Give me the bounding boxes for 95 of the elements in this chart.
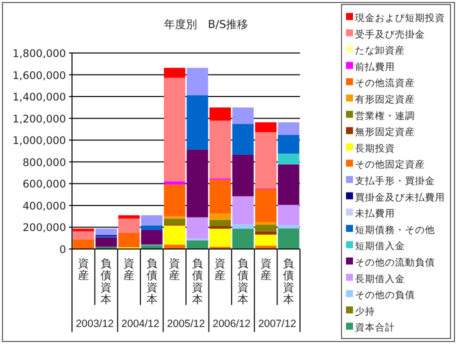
bar — [232, 107, 254, 124]
bar — [278, 122, 300, 135]
x-tick-label: 負債資本 — [192, 257, 203, 306]
bar — [72, 239, 94, 249]
y-tick-label: 1,600,000 — [12, 70, 66, 82]
bar — [278, 204, 300, 226]
bar — [232, 124, 254, 155]
bar — [141, 215, 163, 226]
x-tick-label: 負債資本 — [238, 257, 248, 306]
bar — [164, 78, 186, 182]
bar — [164, 218, 186, 225]
bar — [278, 164, 300, 205]
bar — [232, 224, 254, 229]
y-tick-label: 1,000,000 — [12, 135, 66, 148]
x-tick-label: 負債資本 — [100, 257, 112, 306]
legend-label: 長期借入金 — [355, 272, 405, 285]
bar — [164, 68, 186, 78]
bar — [118, 218, 140, 233]
y-tick-label: 600,000 — [22, 178, 66, 191]
bar — [232, 228, 254, 249]
text: 2005/12 — [167, 318, 206, 330]
bar — [141, 245, 163, 249]
bar — [209, 180, 231, 214]
legend-label: 長期投資 — [355, 142, 395, 154]
x-tick-label: 資産 — [260, 257, 272, 282]
bar — [278, 228, 300, 249]
legend-label: その他流資産 — [355, 77, 415, 90]
legend-label: 無形固定資産 — [355, 126, 415, 138]
legend-label: 前払費用 — [355, 60, 395, 73]
x-tick-label: 資産 — [169, 257, 180, 282]
legend-label: 短期借入金 — [355, 240, 405, 252]
bar — [118, 232, 140, 248]
x-tick-label: 資産 — [124, 257, 134, 282]
legend-label: 有形固定資産 — [355, 94, 415, 106]
legend-label: 受手及び売掛金 — [355, 28, 425, 40]
bar — [186, 68, 208, 96]
bar — [164, 226, 186, 245]
bar — [232, 154, 254, 196]
legend-label: 支払手形・買掛金 — [355, 175, 435, 187]
y-tick-label: 1,400,000 — [12, 92, 66, 104]
y-tick-label: 400,000 — [22, 200, 66, 212]
bar — [255, 224, 277, 232]
y-tick-label: 200,000 — [22, 222, 66, 234]
legend-label: 現金および短期投資 — [355, 12, 445, 24]
bar — [232, 196, 254, 224]
bar — [72, 231, 94, 240]
bar — [255, 189, 277, 222]
bar — [209, 228, 231, 247]
bar — [72, 228, 94, 232]
text: 2003/12 — [76, 318, 114, 330]
bar — [186, 217, 208, 239]
legend-label: 少持 — [355, 305, 375, 318]
bar — [209, 226, 231, 229]
title: 年度別 B/S推移 — [164, 18, 248, 31]
text: 2007/12 — [258, 318, 296, 330]
bar — [255, 132, 277, 188]
bar — [255, 122, 277, 132]
y-tick-label: 0 — [59, 244, 66, 256]
bar — [141, 230, 163, 245]
x-tick-label: 資産 — [78, 257, 89, 282]
legend-label: その他の流動負債 — [355, 256, 435, 268]
x-tick-label: 負債資本 — [283, 257, 294, 306]
bar — [186, 95, 208, 150]
x-tick-label: 負債資本 — [146, 257, 158, 306]
bar — [186, 240, 208, 249]
bar — [278, 154, 300, 164]
text: 2006/12 — [212, 318, 251, 330]
bar — [95, 228, 117, 236]
bar — [164, 184, 186, 216]
bar — [255, 234, 277, 246]
bar — [95, 237, 117, 247]
y-tick-label: 1,200,000 — [12, 113, 66, 126]
bar — [278, 225, 300, 228]
legend-label: 買掛金及び未払費用 — [355, 191, 445, 204]
legend-label: その他の負債 — [355, 289, 415, 302]
x-tick-label: 資産 — [214, 257, 226, 282]
text: 2004/12 — [121, 318, 160, 330]
y-tick-label: 1,800,000 — [12, 48, 66, 60]
legend-label: 営業権・連調 — [355, 110, 415, 122]
bar — [209, 220, 231, 226]
bar — [141, 225, 163, 230]
legend-label: 短期債務・その他 — [355, 224, 435, 236]
bar — [164, 244, 186, 249]
bar — [186, 150, 208, 218]
bar — [118, 215, 140, 219]
bar — [278, 134, 300, 154]
legend-label: 資本合計 — [355, 322, 395, 334]
legend-label: その他固定資産 — [355, 158, 425, 171]
bar — [209, 107, 231, 121]
bar — [209, 214, 231, 220]
bar — [209, 120, 231, 178]
legend-label: 未払費用 — [355, 208, 395, 220]
bar — [255, 222, 277, 225]
legend-label: たな卸資産 — [355, 44, 405, 57]
y-tick-label: 800,000 — [22, 156, 66, 169]
